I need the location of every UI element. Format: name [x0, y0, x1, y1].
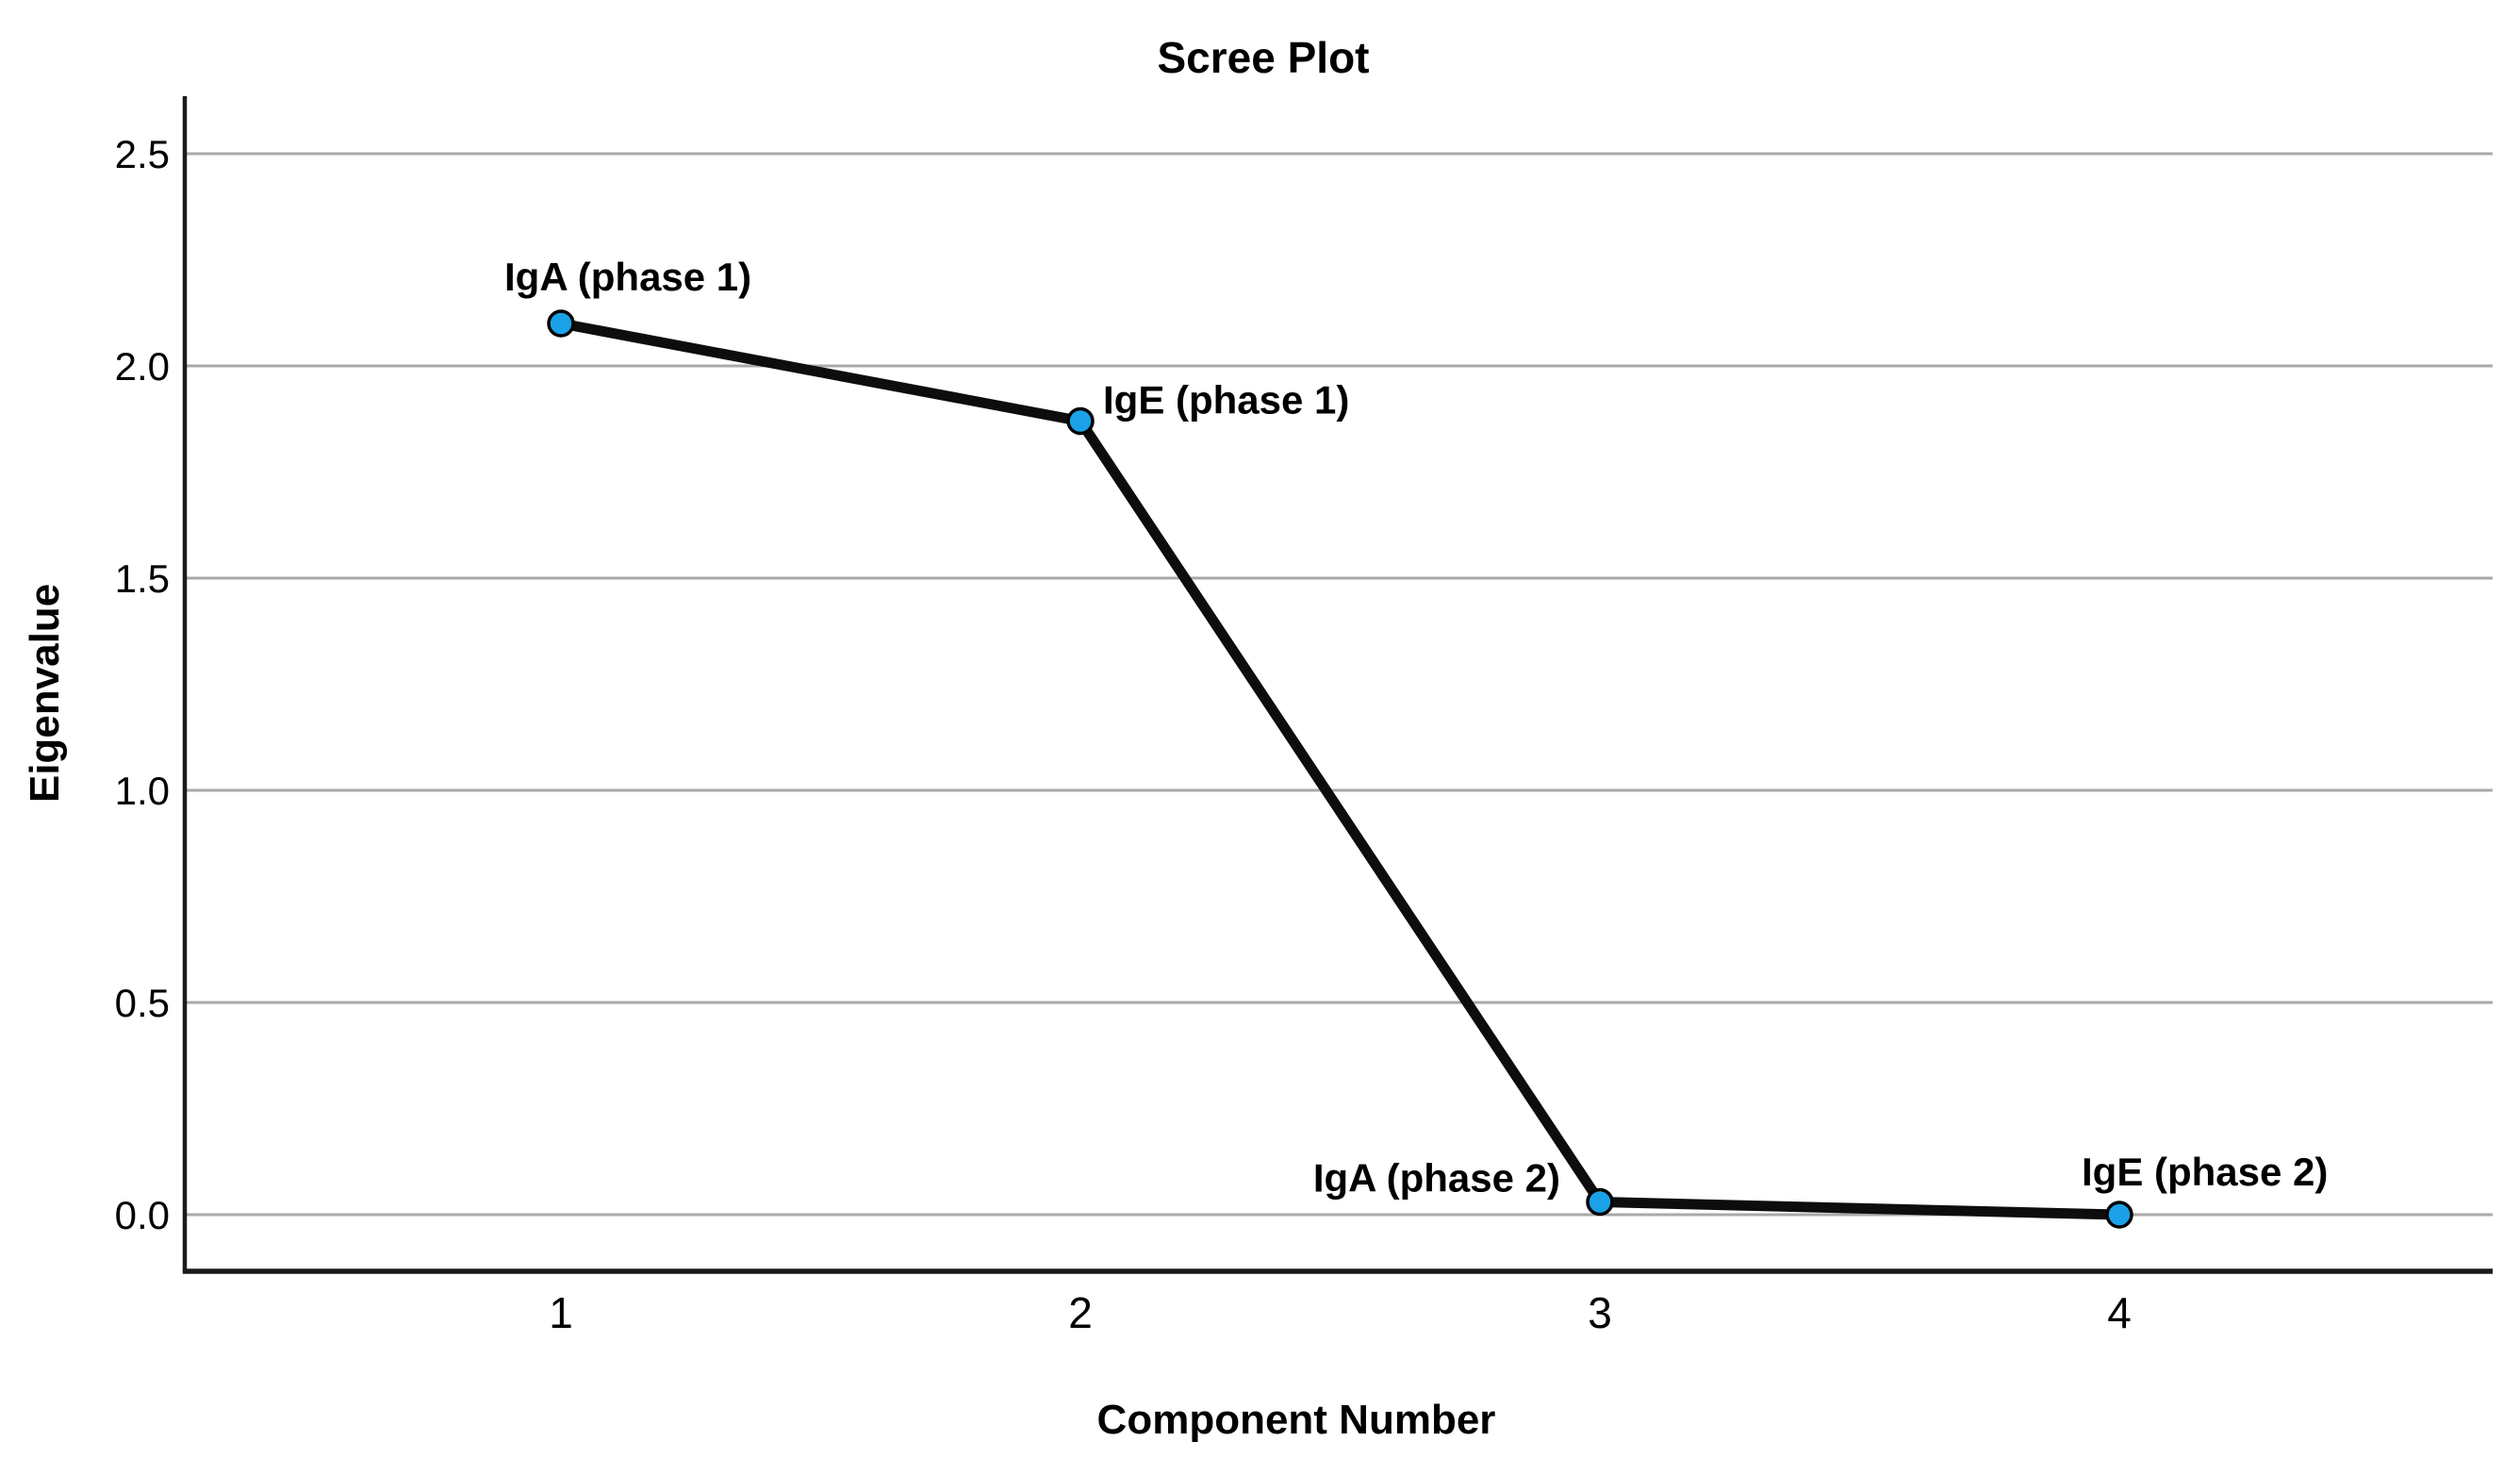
chart-title: Scree Plot [1157, 33, 1370, 82]
data-point-marker [2105, 1201, 2133, 1229]
data-point-marker [1586, 1187, 1614, 1217]
data-point-label: IgA (phase 2) [1313, 1156, 1560, 1201]
data-point-label: IgE (phase 2) [2082, 1150, 2328, 1194]
data-point-label: IgE (phase 1) [1103, 378, 1349, 422]
x-tick-label: 4 [2107, 1288, 2132, 1337]
y-tick-label: 1.0 [115, 769, 170, 813]
x-axis-title: Component Number [1096, 1397, 1496, 1443]
y-axis-title: Eigenvalue [22, 583, 68, 804]
y-tick-label: 0.0 [115, 1193, 170, 1237]
x-tick-label: 2 [1068, 1288, 1093, 1337]
data-line [555, 318, 2125, 1220]
y-tick-label: 2.0 [115, 344, 170, 389]
y-tick-label: 2.5 [115, 132, 170, 176]
x-tick-label: 3 [1588, 1288, 1612, 1337]
y-tick-label: 1.5 [115, 556, 170, 601]
data-point-marker [547, 309, 575, 338]
x-tick-label: 1 [549, 1288, 573, 1337]
data-point-marker [1066, 406, 1095, 436]
y-tick-label: 0.5 [115, 981, 170, 1025]
data-point-label: IgA (phase 1) [504, 255, 751, 299]
